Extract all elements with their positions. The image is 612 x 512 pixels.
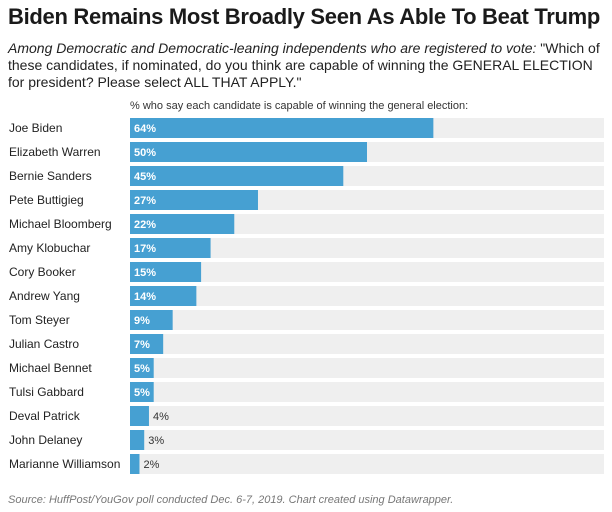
value-label: 50% [134,147,156,159]
category-label: Joe Biden [9,121,62,135]
value-label: 5% [134,363,150,375]
bar-row: Joe Biden 64% [9,118,604,138]
bar-row: Bernie Sanders 45% [9,166,604,186]
bar-track [130,238,604,258]
bar-track [130,406,604,426]
bar-row: Andrew Yang 14% [9,286,604,306]
bar [130,238,211,258]
category-label: Elizabeth Warren [9,145,101,159]
value-label: 14% [134,291,156,303]
category-label: Michael Bennet [9,361,92,375]
bar-row: Cory Booker 15% [9,262,604,282]
category-label: Marianne Williamson [9,457,120,471]
bar [130,382,154,402]
bar-track [130,430,604,450]
bar-track [130,214,604,234]
bar [130,310,173,330]
bar-track [130,358,604,378]
bar [130,190,258,210]
source-note: Source: HuffPost/YouGov poll conducted D… [8,494,454,506]
chart-title: Biden Remains Most Broadly Seen As Able … [8,4,601,29]
bar-row: Deval Patrick 4% [9,406,604,426]
bar [130,118,434,138]
chart-subtitle: Among Democratic and Democratic-leaning … [8,40,604,91]
value-label: 7% [134,339,150,351]
bar [130,406,149,426]
bar-row: Marianne Williamson 2% [9,454,604,474]
value-label: 45% [134,171,156,183]
bar [130,142,367,162]
value-label: 9% [134,315,150,327]
value-label: 4% [153,411,169,423]
value-label: 15% [134,267,156,279]
bar [130,262,202,282]
bar [130,334,164,354]
bar [130,214,235,234]
bar [130,286,197,306]
bar-row: Amy Klobuchar 17% [9,238,604,258]
value-label: 5% [134,387,150,399]
subtitle-question: "Which of these candidates, if nominated… [8,40,600,90]
category-label: Andrew Yang [9,289,80,303]
chart-description: % who say each candidate is capable of w… [130,100,469,112]
category-label: Julian Castro [9,337,79,351]
category-label: Bernie Sanders [9,169,92,183]
category-label: Tulsi Gabbard [9,385,84,399]
bar [130,454,140,474]
category-label: Cory Booker [9,265,76,279]
bar-track [130,334,604,354]
value-label: 3% [148,435,164,447]
category-label: Deval Patrick [9,409,81,423]
value-label: 17% [134,243,156,255]
value-label: 27% [134,195,156,207]
bar-row: Michael Bennet 5% [9,358,604,378]
bar-row: Julian Castro 7% [9,334,604,354]
bar-row: Tulsi Gabbard 5% [9,382,604,402]
bar-row: Michael Bloomberg 22% [9,214,604,234]
category-label: Tom Steyer [9,313,70,327]
value-label: 22% [134,219,156,231]
value-label: 64% [134,123,156,135]
category-label: Amy Klobuchar [9,241,90,255]
bar [130,166,344,186]
value-label: 2% [143,459,159,471]
bar-track [130,262,604,282]
bar-track [130,382,604,402]
bar-row: Tom Steyer 9% [9,310,604,330]
bar-track [130,286,604,306]
bar [130,358,154,378]
bar-row: John Delaney 3% [9,430,604,450]
bar-row: Elizabeth Warren 50% [9,142,604,162]
bar [130,430,145,450]
category-label: Michael Bloomberg [9,217,112,231]
bar-row: Pete Buttigieg 27% [9,190,604,210]
bar-track [130,454,604,474]
category-label: Pete Buttigieg [9,193,84,207]
category-label: John Delaney [9,433,82,447]
subtitle-lead: Among Democratic and Democratic-leaning … [8,40,537,56]
bar-track [130,310,604,330]
bar-chart: Joe Biden 64% Elizabeth Warren 50% Bernie Sa… [9,118,604,474]
